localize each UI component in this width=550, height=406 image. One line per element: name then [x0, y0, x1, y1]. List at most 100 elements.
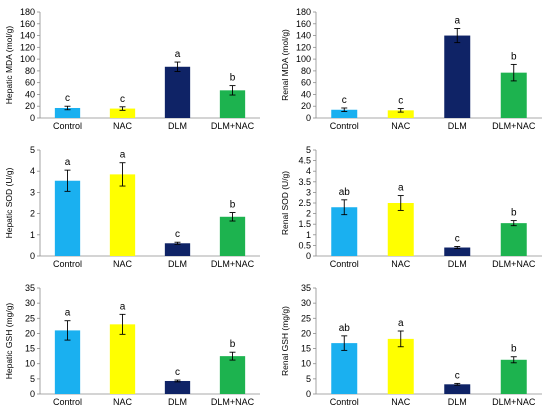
x-category-label-dlm-plus-nac: DLM+NAC — [211, 397, 255, 406]
bar-dlm — [164, 66, 191, 118]
significance-letter-dlm-plus-nac: b — [511, 208, 517, 219]
bar-dlm-plus-nac — [500, 359, 527, 394]
y-tick-label: 0 — [30, 389, 35, 399]
y-tick-label: 0 — [306, 251, 311, 261]
x-category-label-nac: NAC — [391, 121, 411, 131]
x-category-label-control: Control — [330, 259, 359, 269]
bar-dlm — [444, 247, 471, 256]
y-tick-label: 5 — [306, 145, 311, 155]
y-tick-label: 2.5 — [298, 198, 311, 208]
bar-control — [331, 207, 358, 256]
significance-letter-control: ab — [339, 187, 351, 198]
y-tick-label: 10 — [25, 359, 35, 369]
y-axis-title: Hepatic SOD (U/g) — [4, 167, 14, 238]
y-tick-label: 1 — [306, 230, 311, 240]
x-category-label-nac: NAC — [391, 259, 411, 269]
y-tick-label: 180 — [296, 7, 311, 17]
y-tick-label: 3 — [306, 187, 311, 197]
significance-letter-control: c — [65, 93, 70, 104]
bar-dlm — [164, 243, 191, 256]
y-tick-label: 60 — [25, 78, 35, 88]
significance-letter-dlm: c — [455, 233, 460, 244]
bar-control — [331, 109, 358, 118]
y-tick-label: 20 — [301, 101, 311, 111]
x-category-label-control: Control — [330, 397, 359, 406]
y-tick-label: 80 — [301, 66, 311, 76]
significance-letter-nac: a — [398, 318, 404, 329]
x-category-label-nac: NAC — [113, 121, 133, 131]
significance-letter-control: a — [65, 308, 71, 319]
bar-nac — [109, 174, 136, 256]
y-tick-label: 4 — [30, 166, 35, 176]
y-axis-title: Hepatic GSH (mg/g) — [4, 303, 14, 380]
y-tick-label: 1.5 — [298, 219, 311, 229]
significance-letter-dlm-plus-nac: b — [230, 339, 236, 350]
x-category-label-dlm: DLM — [168, 259, 187, 269]
significance-letter-nac: a — [398, 183, 404, 194]
x-category-label-nac: NAC — [113, 259, 133, 269]
significance-letter-dlm-plus-nac: b — [511, 51, 517, 62]
y-tick-label: 2 — [30, 209, 35, 219]
bar-dlm-plus-nac — [500, 223, 527, 256]
x-category-label-dlm: DLM — [448, 121, 467, 131]
y-tick-label: 15 — [301, 344, 311, 354]
significance-letter-dlm: a — [454, 15, 460, 26]
y-tick-label: 5 — [30, 374, 35, 384]
bar-nac — [109, 324, 136, 394]
y-axis-title: Hepatic MDA (mol/g) — [4, 26, 14, 105]
y-tick-label: 35 — [25, 283, 35, 293]
y-tick-label: 20 — [25, 101, 35, 111]
y-tick-label: 20 — [301, 328, 311, 338]
y-tick-label: 30 — [25, 298, 35, 308]
significance-letter-nac: c — [398, 96, 403, 107]
y-tick-label: 120 — [296, 42, 311, 52]
y-tick-label: 5 — [30, 145, 35, 155]
y-tick-label: 120 — [20, 42, 35, 52]
y-tick-label: 4 — [306, 166, 311, 176]
y-tick-label: 140 — [20, 31, 35, 41]
y-tick-label: 20 — [25, 328, 35, 338]
bar-dlm-plus-nac — [219, 356, 246, 394]
significance-letter-control: c — [342, 95, 347, 106]
x-category-label-nac: NAC — [113, 397, 133, 406]
bar-dlm — [164, 380, 191, 394]
y-tick-label: 15 — [25, 344, 35, 354]
y-tick-label: 160 — [20, 19, 35, 29]
bar-nac — [387, 203, 414, 256]
y-tick-label: 40 — [25, 89, 35, 99]
y-tick-label: 0 — [306, 113, 311, 123]
x-category-label-dlm: DLM — [448, 397, 467, 406]
significance-letter-dlm-plus-nac: b — [511, 344, 517, 355]
bar-nac — [109, 108, 136, 118]
x-category-label-dlm-plus-nac: DLM+NAC — [492, 121, 536, 131]
y-tick-label: 3 — [30, 187, 35, 197]
x-category-label-control: Control — [330, 121, 359, 131]
bar-nac — [387, 110, 414, 118]
y-axis-title: Renal MDA (mol/g) — [280, 29, 290, 101]
bar-control — [331, 343, 358, 394]
y-tick-label: 2 — [306, 209, 311, 219]
y-tick-label: 0 — [30, 251, 35, 261]
y-tick-label: 5 — [306, 374, 311, 384]
x-category-label-dlm: DLM — [168, 397, 187, 406]
x-category-label-nac: NAC — [391, 397, 411, 406]
significance-letter-dlm: c — [175, 229, 180, 240]
x-category-label-dlm-plus-nac: DLM+NAC — [492, 397, 536, 406]
significance-letter-dlm-plus-nac: b — [230, 73, 236, 84]
y-tick-label: 0 — [306, 389, 311, 399]
significance-letter-nac: a — [120, 301, 126, 312]
significance-letter-dlm: c — [175, 367, 180, 378]
y-tick-label: 140 — [296, 31, 311, 41]
significance-letter-control: ab — [339, 323, 351, 334]
y-tick-label: 60 — [301, 78, 311, 88]
y-tick-label: 25 — [301, 313, 311, 323]
y-axis-title: Renal SOD (U/g) — [280, 171, 290, 235]
y-tick-label: 80 — [25, 66, 35, 76]
y-tick-label: 0 — [30, 113, 35, 123]
x-category-label-dlm-plus-nac: DLM+NAC — [492, 259, 536, 269]
